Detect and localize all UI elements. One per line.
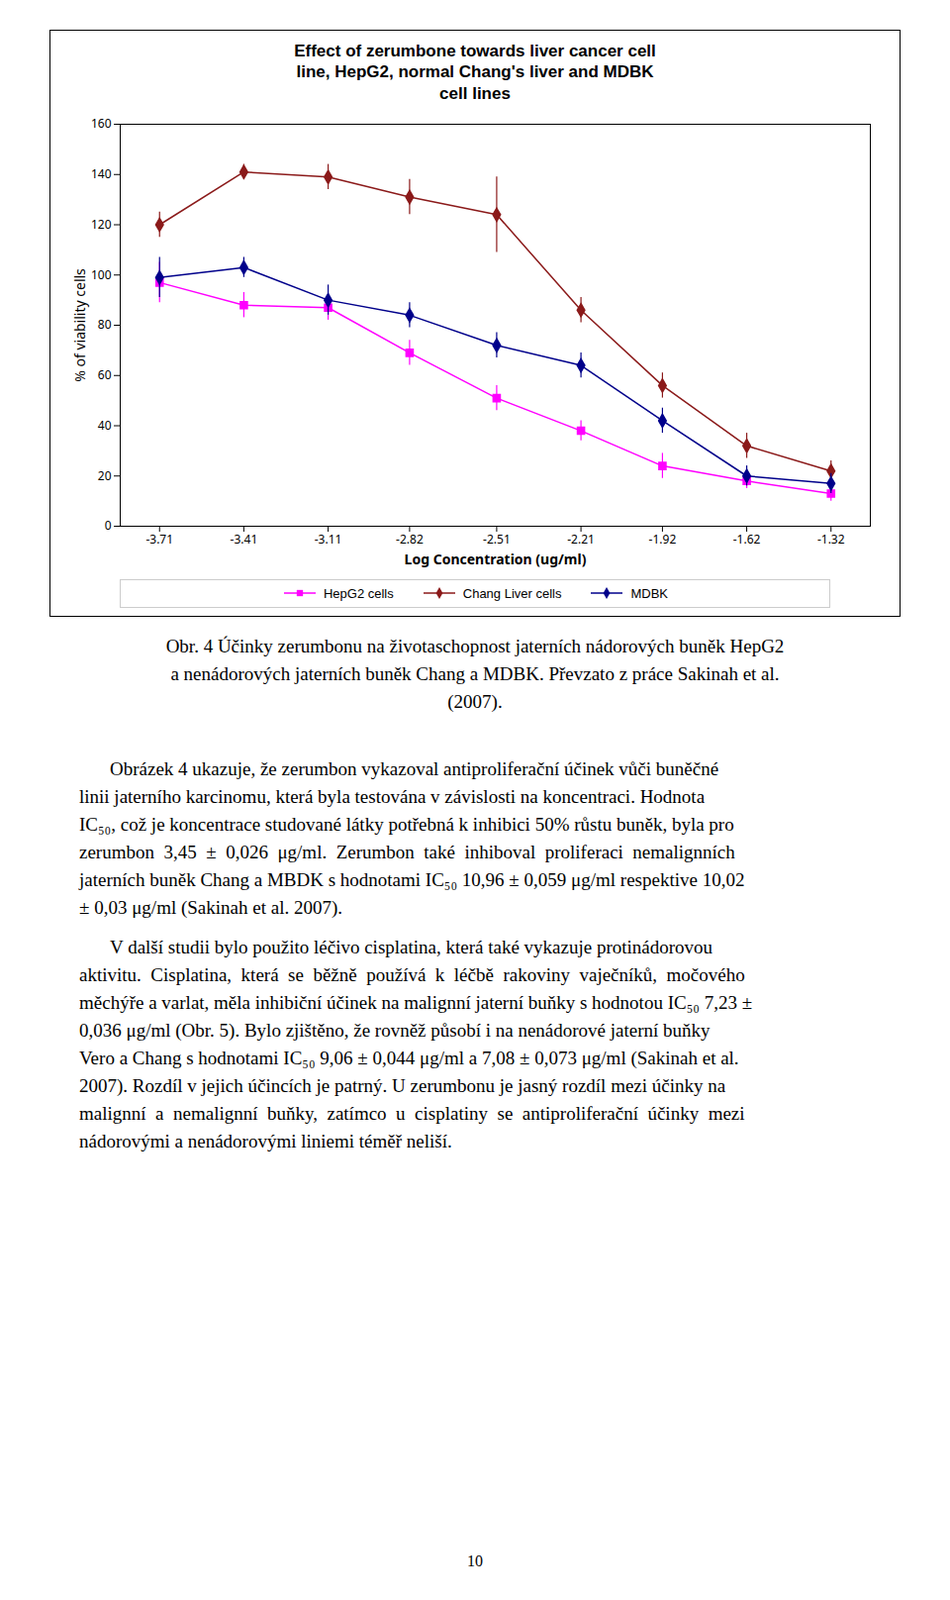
- svg-text:-1.92: -1.92: [649, 530, 677, 548]
- html-text:2007). Rozdíl v jejich účincíc: 2007). Rozdíl v jejich účincích je patrn…: [79, 1074, 726, 1096]
- html-text:V další studii bylo použito lé: V další studii bylo použito léčivo cispl…: [109, 935, 713, 957]
- html-text:Obrázek 4 ukazuje, že zerumbon: Obrázek 4 ukazuje, že zerumbon vykazoval…: [109, 757, 719, 779]
- svg-text:-2.21: -2.21: [567, 530, 595, 548]
- html-text:Chang Liver cells: Chang Liver cells: [462, 585, 562, 601]
- html-text:a nenádorových jaterních buněk: a nenádorových jaterních buněk Chang a M…: [170, 662, 780, 684]
- html-text:zerumbon 3,45 ± 0,026 μg/ml. Z: zerumbon 3,45 ± 0,026 μg/ml. Zerumbon ta…: [79, 840, 736, 862]
- svg-text:Log Concentration (ug/ml): Log Concentration (ug/ml): [404, 548, 587, 568]
- html-text:měchýře a varlat, měla inhibič: měchýře a varlat, měla inhibiční účinek …: [79, 991, 753, 1013]
- html-text:nádorovými a nenádorovými lini: nádorovými a nenádorovými liniemi téměř …: [79, 1129, 453, 1151]
- svg-text:60: 60: [97, 366, 112, 383]
- svg-text:-1.32: -1.32: [817, 530, 846, 548]
- svg-text:-3.71: -3.71: [145, 530, 174, 548]
- svg-text:-2.51: -2.51: [482, 530, 511, 548]
- html-text:± 0,03 μg/ml (Sakinah et al. 2: ± 0,03 μg/ml (Sakinah et al. 2007).: [79, 896, 343, 918]
- html-text:Obr. 4 Účinky zerumbonu na živ: Obr. 4 Účinky zerumbonu na životaschopno…: [165, 635, 785, 656]
- html-text:HepG2 cells: HepG2 cells: [323, 585, 394, 601]
- html-text:linii jaterního karcinomu, kte: linii jaterního karcinomu, která byla te…: [79, 785, 705, 807]
- svg-text:0: 0: [104, 516, 112, 534]
- svg-text:-3.11: -3.11: [314, 530, 343, 548]
- html-text:Vero a Chang s hodnotami IC₅₀: Vero a Chang s hodnotami IC₅₀ 9,06 ± 0,0…: [79, 1046, 739, 1068]
- svg-text:140: 140: [91, 165, 112, 183]
- svg-text:100: 100: [91, 265, 112, 283]
- svg-text:20: 20: [97, 466, 112, 483]
- html-text:malignní a nemalignní buňky, z: malignní a nemalignní buňky, zatímco u c…: [79, 1102, 745, 1123]
- html-text:jaterních buněk Chang a MBDK s: jaterních buněk Chang a MBDK s hodnotami…: [79, 868, 745, 890]
- svg-text:-1.62: -1.62: [733, 530, 761, 548]
- html-text:0,036 μg/ml (Obr. 5). Bylo zji: 0,036 μg/ml (Obr. 5). Bylo zjištěno, že …: [79, 1019, 711, 1040]
- svg-text:% of viability cells: % of viability cells: [70, 268, 90, 382]
- svg-text:120: 120: [91, 215, 112, 233]
- svg-text:80: 80: [97, 315, 112, 333]
- svg-text:160: 160: [91, 114, 112, 132]
- svg-text:-3.41: -3.41: [230, 530, 259, 548]
- html-text:aktivitu. Cisplatina, která se: aktivitu. Cisplatina, která se běžně pou…: [79, 963, 745, 985]
- html-text:MDBK: MDBK: [630, 585, 668, 601]
- html-text:IC₅₀, což je koncentrace studo: IC₅₀, což je koncentrace studované látky…: [79, 813, 734, 835]
- svg-text:40: 40: [97, 416, 112, 434]
- html-text:10: 10: [467, 1551, 483, 1569]
- html-text:(2007).: (2007).: [447, 690, 503, 712]
- svg-text:-2.82: -2.82: [395, 530, 424, 548]
- html-text:Effect of zerumbone towards li: Effect of zerumbone towards liver cancer…: [294, 41, 656, 103]
